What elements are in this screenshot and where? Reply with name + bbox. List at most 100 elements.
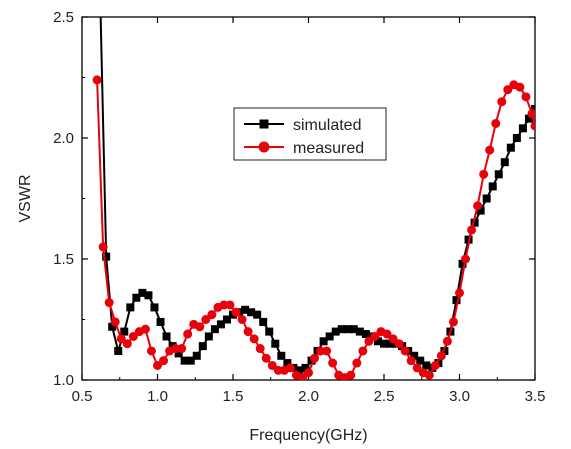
legend-box	[233, 107, 387, 161]
y-axis-title: VSWR	[17, 175, 34, 223]
data-point-measured	[491, 118, 501, 128]
data-point-measured	[243, 327, 253, 337]
data-point-measured	[261, 353, 271, 363]
data-point-measured	[527, 109, 535, 119]
data-point-simulated	[500, 158, 509, 167]
data-point-simulated	[180, 356, 189, 365]
data-point-simulated	[283, 359, 292, 368]
x-tick-label: 3.5	[525, 388, 546, 405]
data-point-simulated	[204, 332, 213, 341]
data-point-measured	[92, 75, 102, 85]
data-point-measured	[358, 346, 368, 356]
y-tick-label: 1.0	[53, 372, 74, 389]
data-point-measured	[430, 360, 440, 370]
data-point-simulated	[422, 361, 431, 370]
x-tick-label: 1.5	[223, 388, 244, 405]
data-point-simulated	[512, 134, 521, 142]
data-point-simulated	[416, 356, 425, 365]
data-point-measured	[352, 358, 362, 368]
data-point-simulated	[241, 305, 250, 314]
data-point-simulated	[222, 315, 231, 324]
data-point-measured	[473, 201, 483, 211]
data-point-measured	[455, 288, 464, 298]
data-point-simulated	[325, 332, 334, 341]
series-line-simulated	[99, 17, 535, 372]
data-point-measured	[328, 358, 338, 368]
data-point-measured	[207, 310, 217, 320]
data-point-simulated	[458, 259, 467, 268]
data-point-measured	[400, 346, 410, 356]
plot-frame	[81, 16, 536, 381]
data-point-measured	[255, 344, 265, 354]
data-point-measured	[231, 307, 241, 317]
data-point-measured	[267, 360, 277, 370]
data-point-measured	[285, 363, 295, 373]
data-point-measured	[461, 254, 471, 264]
data-point-simulated	[494, 170, 503, 179]
y-tick-label: 1.5	[53, 251, 74, 268]
data-point-simulated	[210, 325, 219, 334]
data-point-measured	[442, 336, 452, 346]
x-tick-label: 3.0	[449, 388, 470, 405]
data-point-simulated	[355, 327, 364, 336]
data-point-simulated	[482, 194, 491, 203]
data-point-simulated	[102, 252, 111, 261]
data-point-measured	[497, 97, 507, 107]
data-point-measured	[98, 242, 108, 252]
data-point-simulated	[488, 182, 497, 191]
data-point-simulated	[380, 339, 388, 348]
data-point-simulated	[524, 114, 533, 123]
x-axis-title: Frequency(GHz)	[249, 427, 367, 444]
data-point-measured	[346, 370, 356, 380]
x-tick-label: 2.5	[374, 388, 395, 405]
data-point-simulated	[192, 351, 201, 360]
data-point-simulated	[198, 342, 207, 351]
data-point-simulated	[295, 366, 304, 375]
data-point-simulated	[216, 320, 225, 329]
data-point-measured	[183, 329, 193, 339]
data-point-simulated	[331, 327, 340, 336]
data-point-measured	[485, 145, 495, 155]
data-point-simulated	[337, 325, 346, 334]
data-point-measured	[249, 334, 259, 344]
legend: simulated measured	[233, 107, 387, 161]
data-point-measured	[467, 225, 477, 235]
data-point-measured	[310, 353, 320, 363]
data-point-measured	[122, 339, 132, 349]
data-point-simulated	[410, 351, 419, 360]
y-tick-label: 2.0	[53, 130, 74, 147]
data-point-simulated	[470, 218, 479, 227]
data-point-simulated	[174, 349, 183, 358]
data-point-measured	[104, 298, 114, 308]
series-measured	[92, 75, 535, 380]
data-point-measured	[201, 315, 211, 324]
legend-label-measured: measured	[293, 140, 364, 157]
data-point-measured	[237, 315, 247, 324]
data-point-simulated	[108, 322, 117, 331]
data-point-simulated	[126, 303, 135, 312]
data-point-simulated	[271, 339, 280, 348]
data-point-measured	[521, 92, 531, 102]
legend-marker-measured	[258, 141, 270, 153]
data-point-measured	[530, 121, 535, 131]
data-point-simulated	[361, 330, 370, 339]
data-point-simulated	[343, 325, 352, 334]
data-point-simulated	[506, 143, 515, 152]
data-point-simulated	[253, 310, 262, 319]
legend-label-simulated: simulated	[293, 117, 361, 134]
data-point-simulated	[144, 291, 153, 300]
data-point-measured	[110, 317, 120, 327]
data-point-measured	[153, 360, 162, 370]
data-point-simulated	[138, 288, 147, 297]
data-point-simulated	[476, 206, 485, 215]
x-tick-label: 0.5	[72, 388, 93, 405]
data-point-measured	[412, 363, 422, 373]
data-point-measured	[448, 317, 458, 327]
data-point-simulated	[518, 124, 527, 133]
data-point-measured	[515, 82, 525, 92]
data-point-measured	[116, 334, 126, 344]
data-point-measured	[479, 169, 489, 179]
data-point-simulated	[452, 296, 461, 305]
data-point-measured	[503, 85, 513, 95]
